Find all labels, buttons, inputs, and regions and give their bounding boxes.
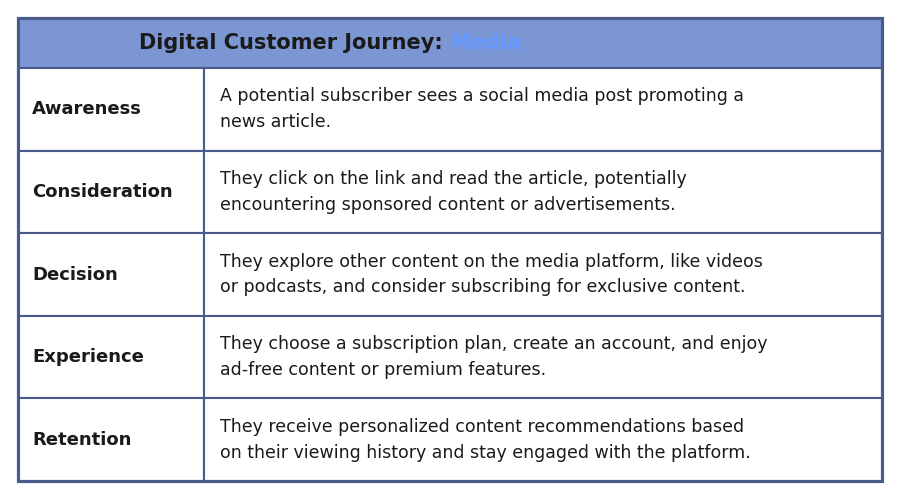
Bar xyxy=(18,68,203,151)
Bar xyxy=(18,151,203,233)
Text: They explore other content on the media platform, like videos
or podcasts, and c: They explore other content on the media … xyxy=(220,252,762,296)
Bar xyxy=(18,233,203,316)
Bar xyxy=(203,151,882,233)
Text: Decision: Decision xyxy=(32,265,118,283)
Bar xyxy=(203,68,882,151)
Text: Experience: Experience xyxy=(32,348,144,366)
Text: They receive personalized content recommendations based
on their viewing history: They receive personalized content recomm… xyxy=(220,418,751,462)
Bar xyxy=(203,233,882,316)
Text: They click on the link and read the article, potentially
encountering sponsored : They click on the link and read the arti… xyxy=(220,170,687,214)
Text: Consideration: Consideration xyxy=(32,183,173,201)
Bar xyxy=(203,398,882,481)
Text: Awareness: Awareness xyxy=(32,100,142,118)
Bar xyxy=(18,398,203,481)
Text: They choose a subscription plan, create an account, and enjoy
ad-free content or: They choose a subscription plan, create … xyxy=(220,335,768,379)
Bar xyxy=(203,316,882,398)
Text: Retention: Retention xyxy=(32,431,131,449)
Text: Media: Media xyxy=(450,33,521,53)
Bar xyxy=(18,316,203,398)
Bar xyxy=(18,18,882,68)
Text: A potential subscriber sees a social media post promoting a
news article.: A potential subscriber sees a social med… xyxy=(220,87,743,131)
Text: Digital Customer Journey:: Digital Customer Journey: xyxy=(139,33,450,53)
